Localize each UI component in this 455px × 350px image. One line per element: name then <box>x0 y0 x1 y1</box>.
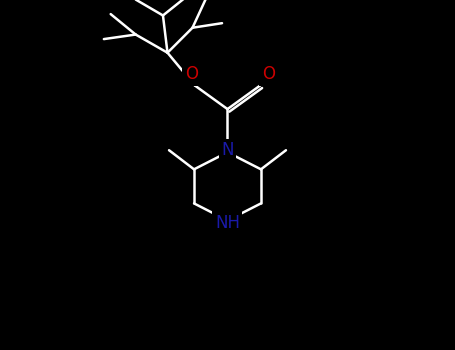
Text: O: O <box>262 65 275 83</box>
Text: NH: NH <box>215 214 240 232</box>
Text: N: N <box>221 141 234 159</box>
Text: O: O <box>185 65 197 83</box>
